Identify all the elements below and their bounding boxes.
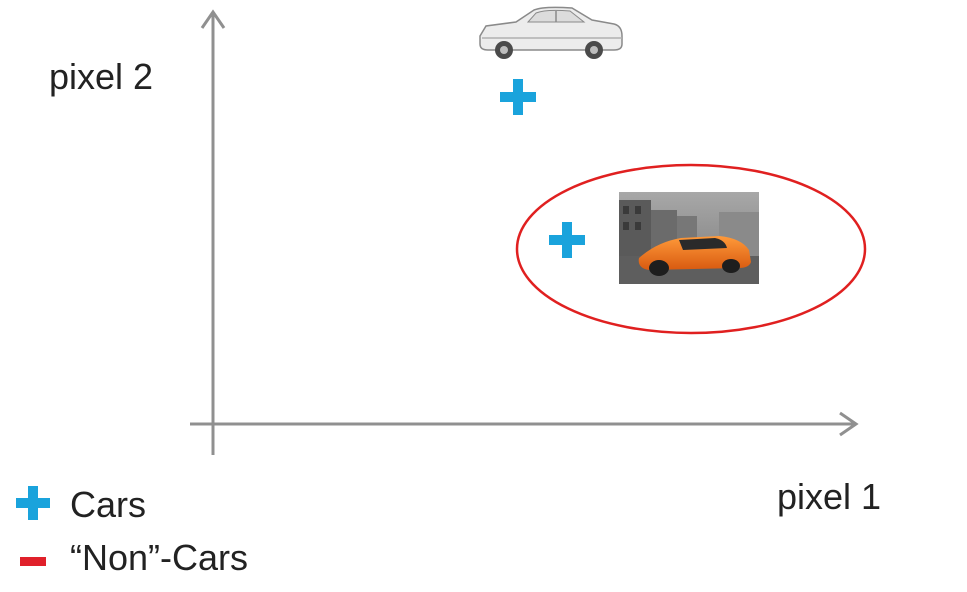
legend-plus-icon xyxy=(16,486,50,520)
legend-noncars-label: “Non”-Cars xyxy=(70,537,249,578)
legend-cars-label: Cars xyxy=(70,484,147,525)
axes xyxy=(190,9,859,455)
highlighted-car-plus-marker xyxy=(549,222,585,258)
y-axis-label: pixel 2 xyxy=(49,56,154,97)
white-vintage-car-image xyxy=(479,6,623,59)
x-axis-arrowhead xyxy=(839,411,859,437)
highlight-ellipse xyxy=(515,163,867,335)
y-axis-arrowhead xyxy=(200,9,226,29)
x-axis-label: pixel 1 xyxy=(777,476,882,517)
orange-sports-car-photo xyxy=(619,192,759,284)
legend-minus-icon xyxy=(20,557,46,566)
car-plus-marker xyxy=(500,79,536,115)
